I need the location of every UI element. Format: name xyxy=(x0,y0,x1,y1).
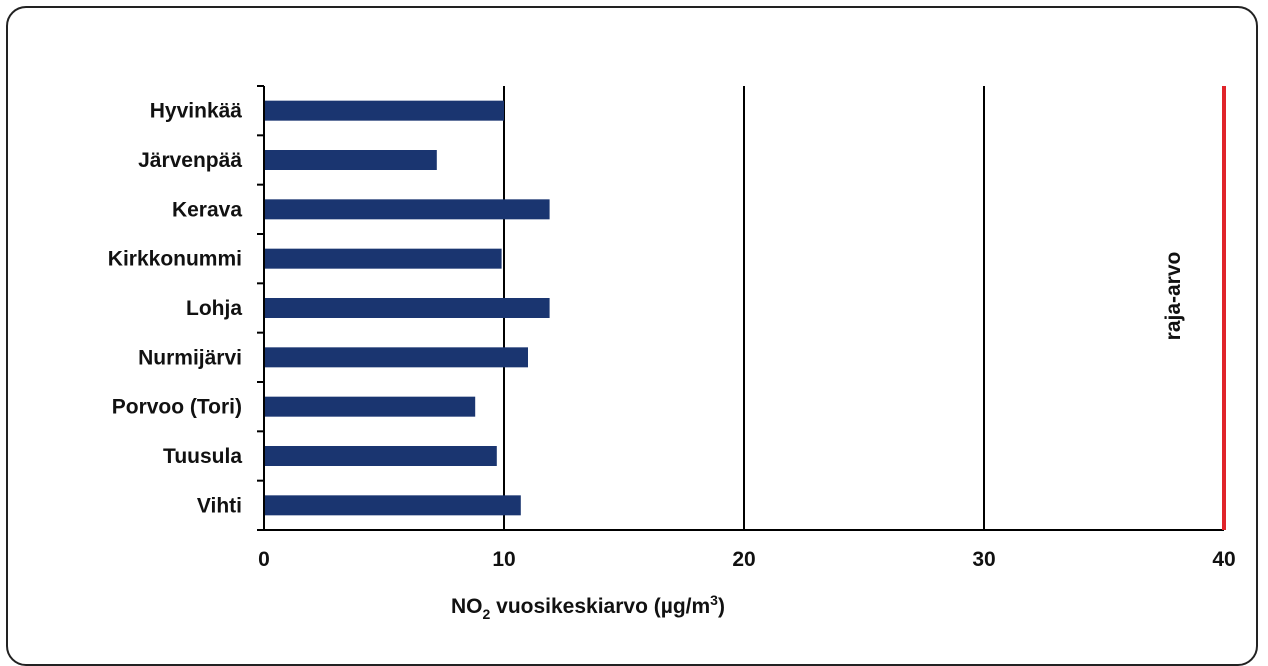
category-label: Kirkkonummi xyxy=(108,248,242,271)
bar-chart: 0 10 20 30 40 Hyvinkää Järvenpää Kerava Kirkkon… xyxy=(108,85,1236,622)
bar xyxy=(265,199,550,220)
bar xyxy=(265,100,504,121)
chart-frame xyxy=(6,6,1258,666)
x-axis-label: NO2 vuosikeskiarvo (µg/m3) xyxy=(451,592,725,622)
x-tick-label: 10 xyxy=(492,548,515,571)
bar xyxy=(265,495,521,516)
category-label: Hyvinkää xyxy=(150,100,243,123)
category-label: Kerava xyxy=(172,198,242,221)
bar xyxy=(265,347,528,368)
bar xyxy=(265,298,550,318)
gridlines xyxy=(503,86,985,530)
bar xyxy=(265,150,437,170)
x-tick-label: 0 xyxy=(258,548,270,571)
category-label: Tuusula xyxy=(163,445,242,468)
bar xyxy=(265,248,502,269)
category-label: Järvenpää xyxy=(138,149,242,172)
category-label: Porvoo (Tori) xyxy=(112,396,242,419)
category-label: Vihti xyxy=(197,494,242,517)
x-tick-label: 20 xyxy=(732,548,755,571)
bar xyxy=(265,446,497,466)
limit-line: raja-arvo xyxy=(1162,86,1226,530)
x-tick-label: 30 xyxy=(972,548,995,571)
x-tick-labels: 0 10 20 30 40 xyxy=(258,548,1236,571)
category-labels: Hyvinkää Järvenpää Kerava Kirkkonummi Lohja N… xyxy=(108,100,243,518)
x-tick-label: 40 xyxy=(1212,548,1235,571)
limit-label: raja-arvo xyxy=(1162,252,1185,341)
bar xyxy=(265,396,476,417)
axes xyxy=(257,85,1224,531)
category-label: Lohja xyxy=(186,297,242,320)
category-label: Nurmijärvi xyxy=(138,346,242,369)
bars xyxy=(265,100,550,516)
